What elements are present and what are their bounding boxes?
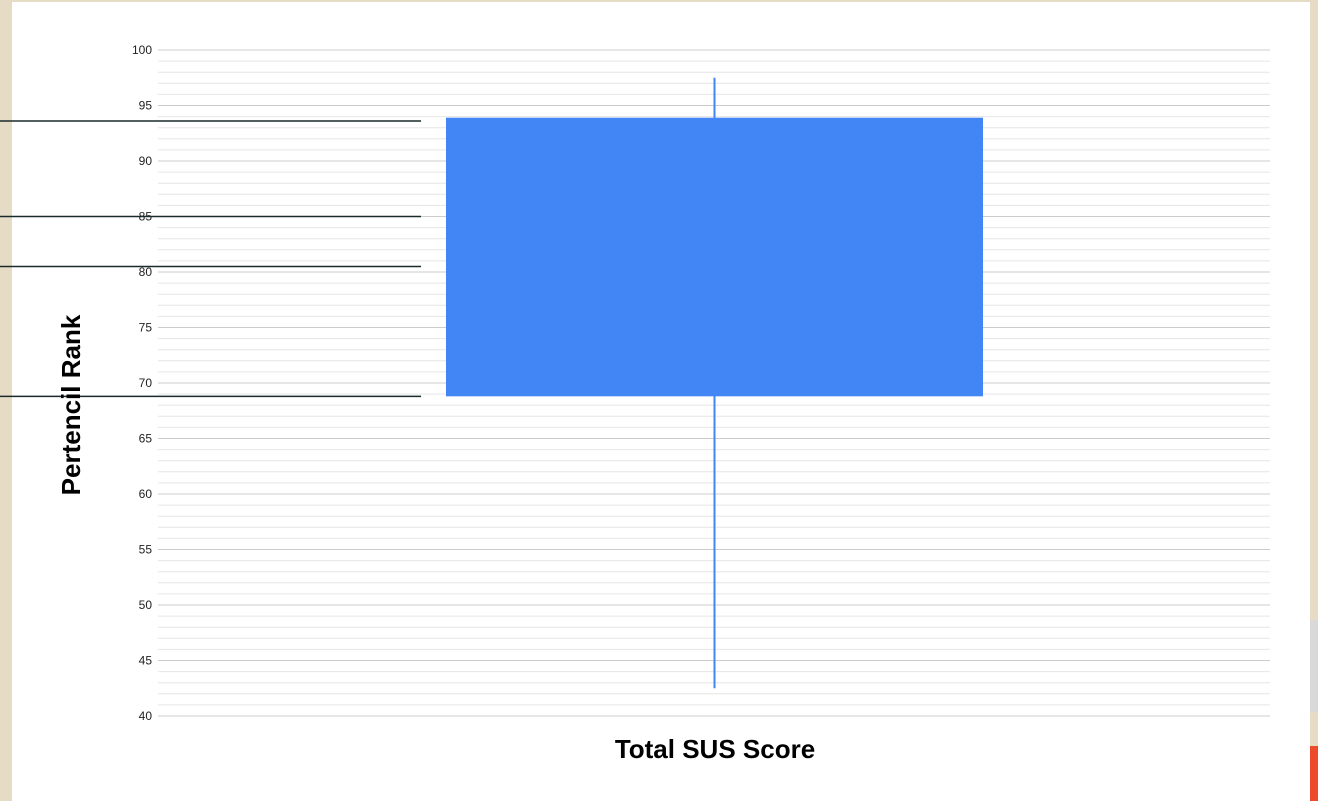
y-tick-label: 70 <box>139 376 153 390</box>
y-tick-label: 50 <box>139 598 153 612</box>
x-axis-title: Total SUS Score <box>615 734 815 764</box>
y-tick-label: 40 <box>139 709 153 723</box>
reference-lines <box>0 120 421 398</box>
y-tick-label: 60 <box>139 487 153 501</box>
y-tick-label: 45 <box>139 654 153 668</box>
box-plot-marks <box>446 77 983 689</box>
y-tick-label: 80 <box>139 265 153 279</box>
edge-strip-red <box>1310 746 1318 801</box>
y-axis-title: Pertencil Rank <box>56 314 86 495</box>
y-tick-label: 75 <box>139 321 153 335</box>
y-tick-label: 100 <box>132 43 152 57</box>
iqr-box <box>446 117 983 397</box>
y-tick-label: 90 <box>139 154 153 168</box>
y-tick-label: 65 <box>139 432 153 446</box>
edge-strip-gray <box>1310 620 1318 712</box>
y-tick-label: 95 <box>139 99 153 113</box>
y-tick-label: 55 <box>139 543 153 557</box>
